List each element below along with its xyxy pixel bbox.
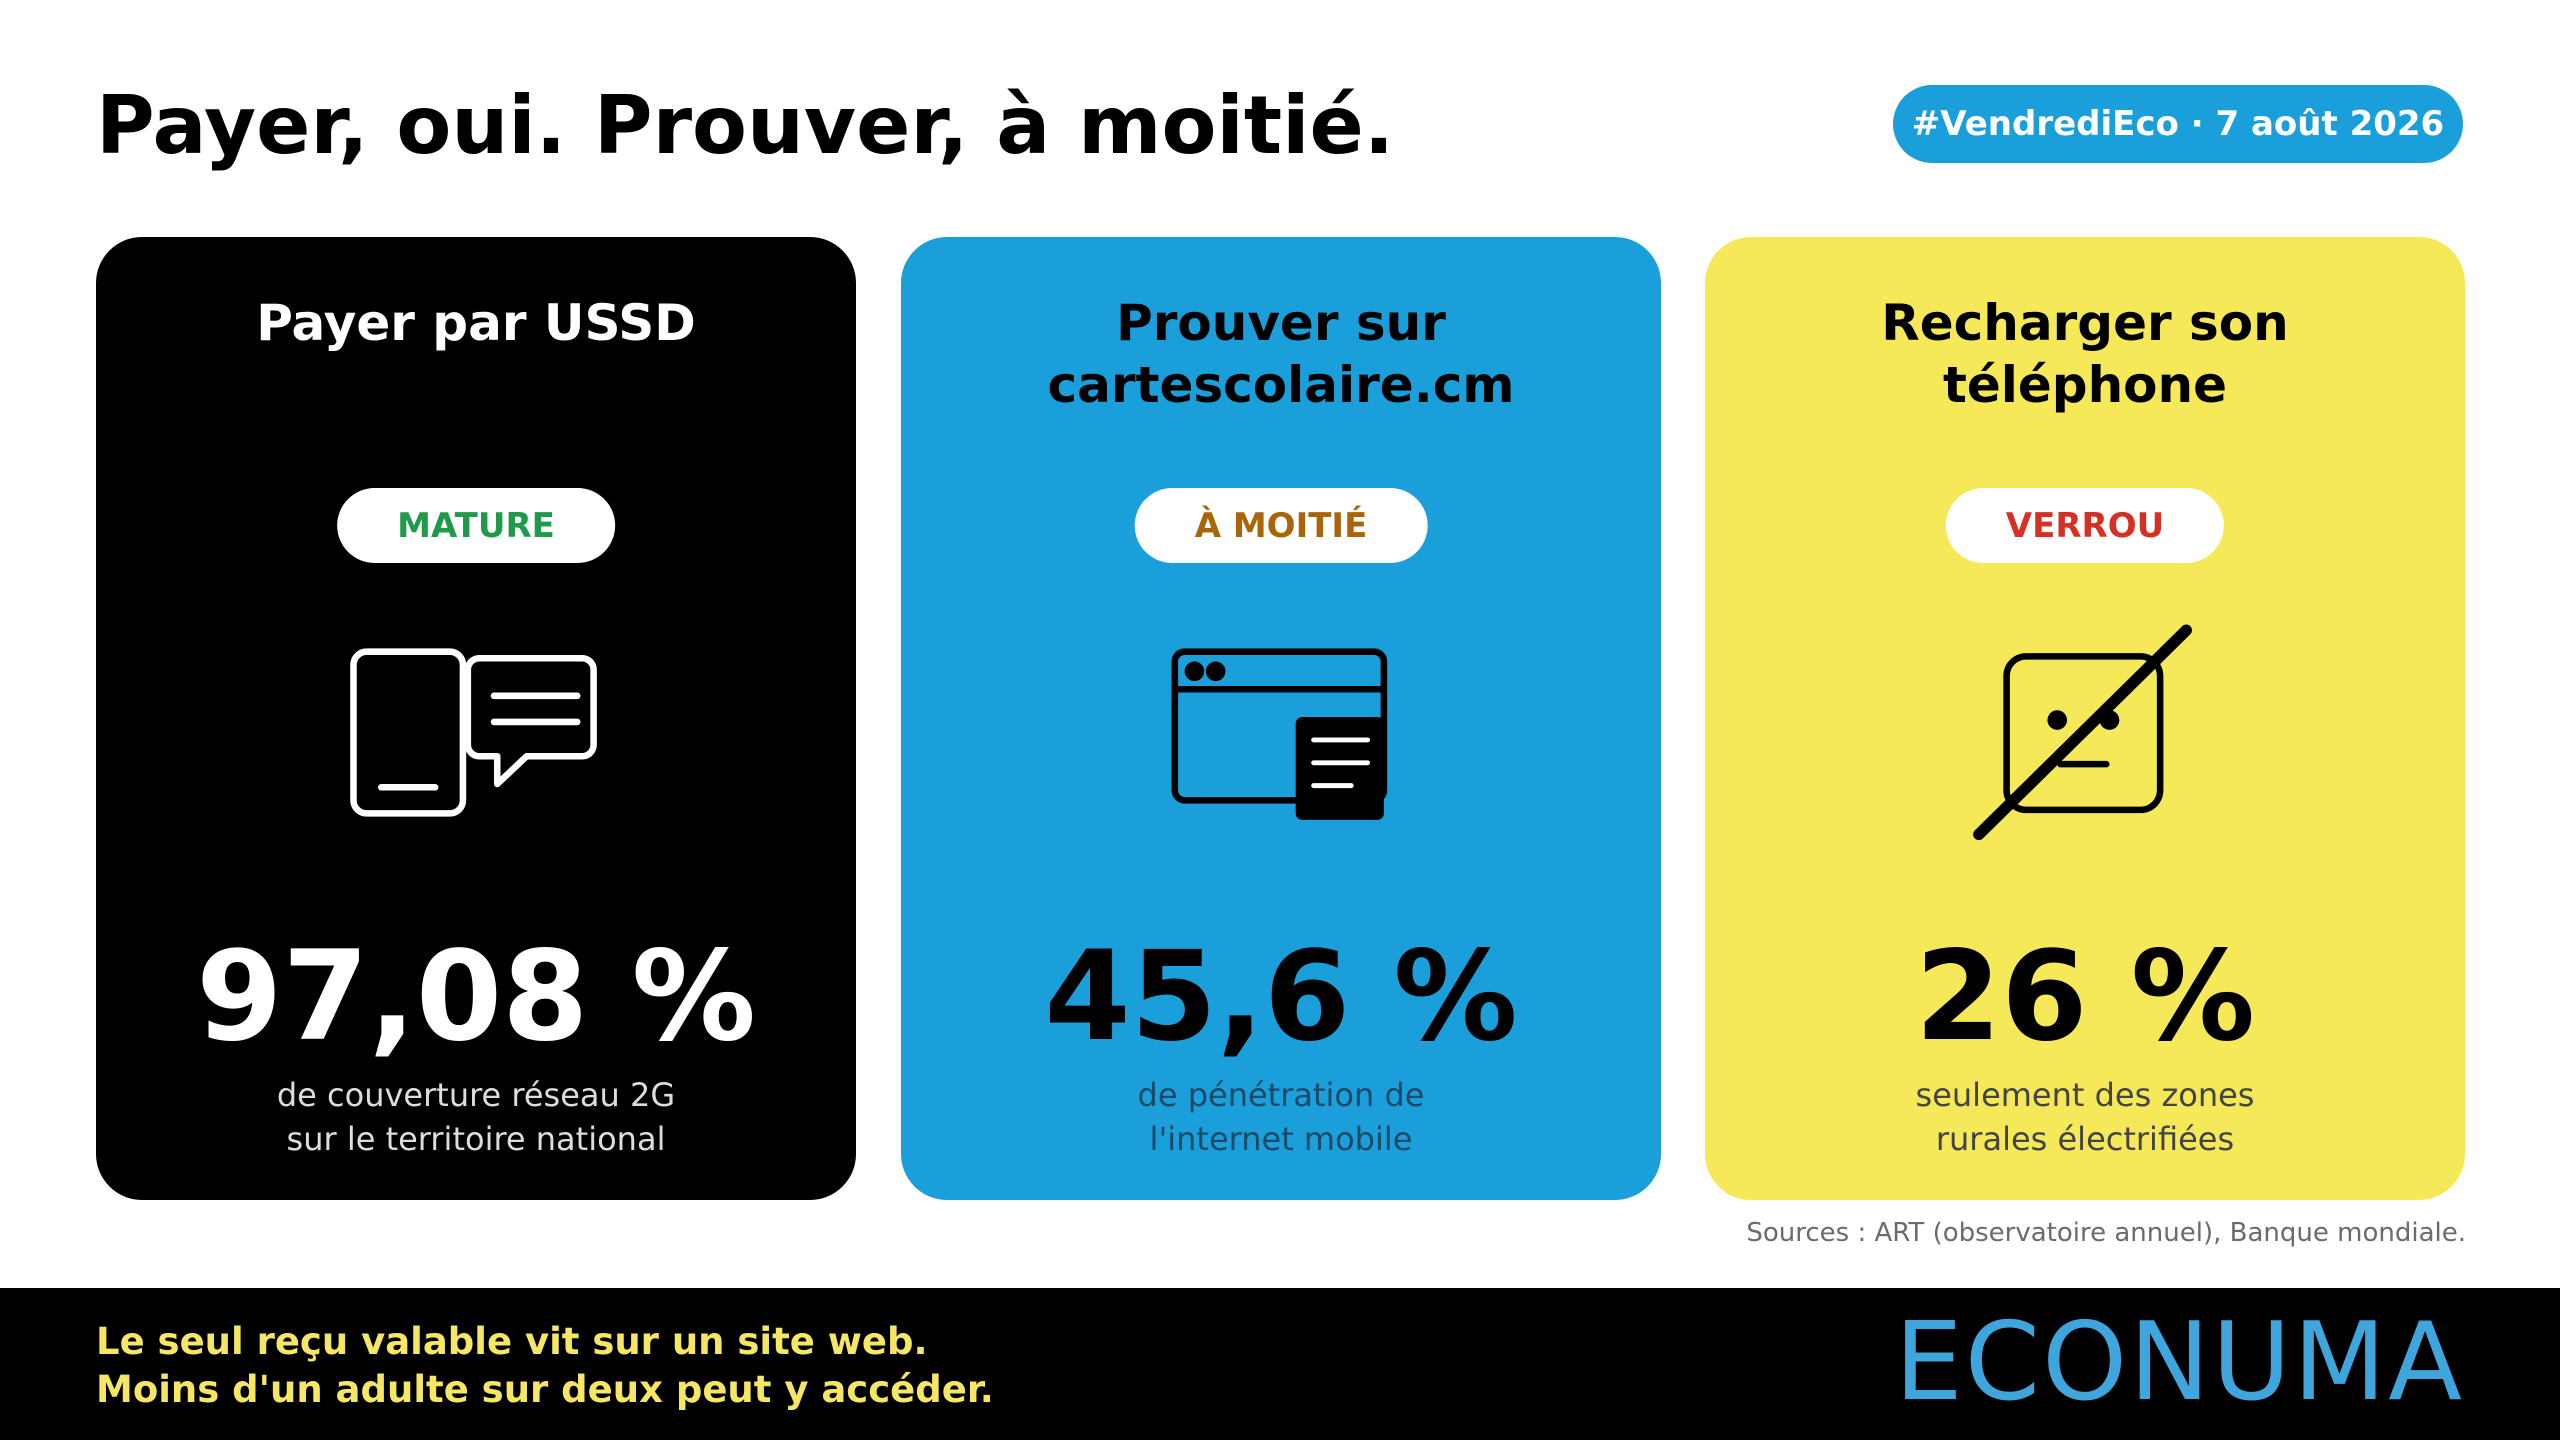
card: Recharger son téléphone VERROU 26 % seule…: [1705, 237, 2465, 1200]
status-pill: À MOITIÉ: [1134, 488, 1428, 563]
description-line: rurales électrifiées: [1935, 1120, 2235, 1158]
date-badge: #VendrediEco · 7 août 2026: [1893, 85, 2463, 163]
description-line: sur le territoire national: [286, 1120, 666, 1158]
title-line: Payer par USSD: [256, 294, 696, 352]
phone-chat-icon: [350, 648, 597, 817]
card: Prouver sur cartescolaire.cm À MOITIÉ 45,…: [901, 237, 1661, 1200]
status-pill: MATURE: [337, 488, 615, 563]
stat-value: 97,08 %: [196, 925, 756, 1069]
title-line: Prouver sur: [1116, 294, 1446, 352]
description-line: de pénétration de: [1137, 1076, 1425, 1114]
brand-logo: ECONUMA: [1894, 1300, 2464, 1425]
footer: Le seul reçu valable vit sur un site web…: [0, 1288, 2560, 1440]
card-title: Prouver sur cartescolaire.cm: [901, 292, 1661, 416]
stat-value: 45,6 %: [1044, 925, 1518, 1069]
stat-value: 26 %: [1915, 925, 2255, 1069]
title-line: téléphone: [1942, 356, 2228, 414]
card: Payer par USSD MATURE 97,08 % de couvert…: [96, 237, 856, 1200]
stat-description: de couverture réseau 2G sur le territoire…: [96, 1073, 856, 1161]
footer-line: Le seul reçu valable vit sur un site web…: [96, 1320, 928, 1363]
stat-description: seulement des zones rurales électrifiées: [1705, 1073, 2465, 1161]
title-line: Recharger son: [1881, 294, 2289, 352]
status-pill: VERROU: [1945, 488, 2225, 563]
footer-line: Moins d'un adulte sur deux peut y accéde…: [96, 1368, 994, 1411]
blocked-face-icon: [1973, 624, 2192, 841]
description-line: de couverture réseau 2G: [276, 1076, 676, 1114]
card-title: Recharger son téléphone: [1705, 292, 2465, 416]
stat-description: de pénétration de l'internet mobile: [901, 1073, 1661, 1161]
description-line: l'internet mobile: [1149, 1120, 1413, 1158]
description-line: seulement des zones: [1915, 1076, 2255, 1114]
title-line: cartescolaire.cm: [1047, 356, 1515, 414]
browser-document-icon: [1171, 648, 1388, 820]
sources: Sources : ART (observatoire annuel), Ban…: [1746, 1218, 2466, 1248]
page-title: Payer, oui. Prouver, à moitié.: [96, 79, 1395, 172]
card-title: Payer par USSD: [96, 292, 856, 354]
